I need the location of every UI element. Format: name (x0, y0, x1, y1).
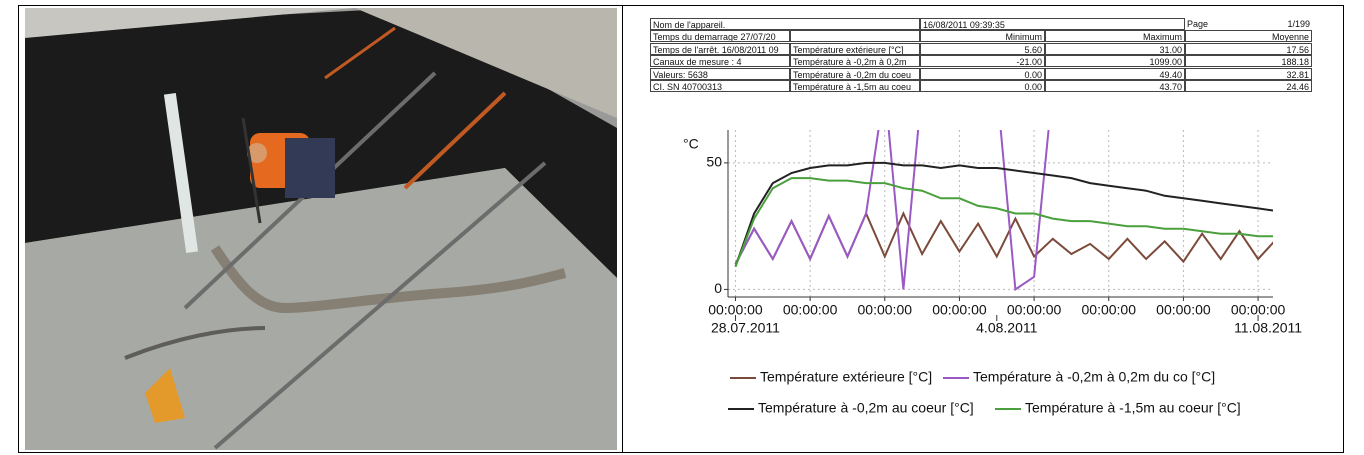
x-tick-label: 00:00:00 (932, 302, 987, 318)
x-tick-label: 00:00:00 (1156, 302, 1211, 318)
x-tick-label: 00:00:00 (1082, 302, 1137, 318)
table-cell: Valeurs: 5638 (650, 67, 790, 80)
table-cell: 43.70 (1045, 80, 1185, 92)
x-tick-label: 00:00:00 (708, 302, 763, 318)
table-cell: 1099.00 (1045, 55, 1185, 67)
table-cell: Minimum (920, 30, 1045, 42)
table-cell: 32.81 (1185, 67, 1312, 80)
table-cell: 0.00 (920, 80, 1045, 92)
chart: °C 0 50 00:00:00 00:00:00 00:00:00 00:00:00 00… (683, 130, 1302, 416)
x-date-label: 11.08.2011 (1234, 320, 1302, 336)
legend-label: Température à -0,2m à 0,2m du co [°C] (973, 369, 1215, 385)
series-line (734, 161, 1273, 267)
x-tick-label: 00:00:00 (858, 302, 913, 318)
divider (622, 5, 623, 452)
table-cell: CI. SN 40700313 (650, 80, 790, 92)
table-cell: -21.00 (920, 55, 1045, 67)
y-tick-label: 50 (706, 154, 722, 170)
table-cell: 24.46 (1185, 80, 1312, 92)
table-cell: 188.18 (1185, 55, 1312, 67)
table-cell: Nom de l'appareil. (650, 18, 920, 30)
table-cell: 0.00 (920, 67, 1045, 80)
table-cell: 17.56 (1185, 42, 1312, 55)
x-tick-label: 00:00:00 (1231, 302, 1286, 318)
y-tick-label: 0 (714, 280, 722, 296)
table-cell: 31.00 (1045, 42, 1185, 55)
x-tick-label: 00:00:00 (783, 302, 838, 318)
table-cell: Page (1187, 19, 1209, 29)
table-cell: Température à -1,5m au coeu (790, 80, 920, 92)
y-axis-label: °C (683, 136, 699, 152)
x-date-label: 4.08.2011 (976, 320, 1037, 336)
table-cell: 1/199 (1287, 19, 1310, 29)
site-photo (25, 8, 617, 450)
table-cell: Moyenne (1185, 30, 1312, 42)
table-cell: 16/08/2011 09:39:35 (920, 18, 1185, 30)
table-cell: Température extérieure [°C] (790, 42, 920, 55)
frame (18, 5, 1344, 453)
x-tick-label: 00:00:00 (1007, 302, 1062, 318)
legend-label: Température extérieure [°C] (760, 369, 932, 385)
table-cell: Température à -0,2m à 0,2m (790, 55, 920, 67)
series-line (734, 210, 1273, 265)
table-cell (790, 30, 920, 42)
table-cell: Temps du demarrage 27/07/20 (650, 30, 790, 42)
table-cell: Canaux de mesure : 4 (650, 55, 790, 67)
series-line (734, 130, 1050, 292)
legend-label: Température à -1,5m au coeur [°C] (1025, 400, 1241, 416)
legend-label: Température à -0,2m au coeur [°C] (758, 400, 974, 416)
table-cell: Maximum (1045, 30, 1185, 42)
x-date-label: 28.07.2011 (711, 320, 780, 336)
table-cell: Température à -0,2m du coeu (790, 67, 920, 80)
table-cell: Temps de l'arrêt. 16/08/2011 09 (650, 42, 790, 55)
table-cell: 5.60 (920, 42, 1045, 55)
table-cell: 49.40 (1045, 67, 1185, 80)
series-line (734, 177, 1273, 267)
